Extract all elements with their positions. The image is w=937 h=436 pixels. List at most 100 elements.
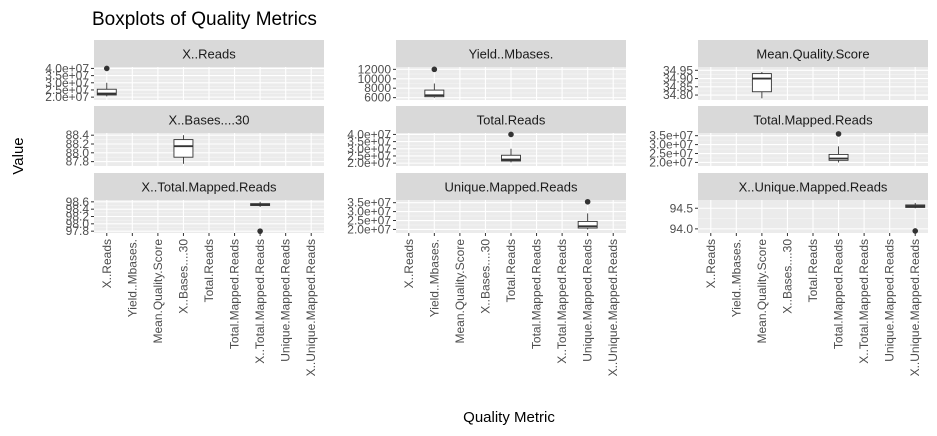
y-tick-label: 87.8 [66, 155, 90, 169]
y-tick-label: 98.0 [66, 217, 90, 231]
x-axis-column-3: X..Reads Yield..Mbases. Mean.Quality.Score… [704, 233, 922, 376]
x-tick-label: Mean.Quality.Score [755, 239, 769, 344]
y-tick-label: 94.0 [670, 222, 694, 236]
y-tick-label: 97.8 [66, 224, 90, 238]
y-tick-label: 88.4 [66, 128, 90, 142]
x-tick-label: Mean.Quality.Score [151, 239, 165, 344]
y-tick-label: 2.5e+07 [347, 149, 391, 163]
x-axes: X..Reads Yield..Mbases. Mean.Quality.Score… [100, 233, 922, 376]
y-tick-label: 94.5 [670, 201, 694, 215]
outlier-point [835, 131, 842, 137]
panel-total-mapped-reads: Total.Mapped.Reads 2.0e+072.5e+073.0e+073… [649, 106, 928, 169]
outlier-point [508, 131, 514, 138]
panel-strip [94, 106, 324, 133]
panel-strip-label: X..Unique.Mapped.Reads [739, 180, 888, 195]
x-tick-label: Mean.Quality.Score [453, 239, 467, 344]
y-tick-label: 98.6 [66, 195, 90, 209]
box-mean-quality-score [751, 71, 772, 99]
panel-strip [698, 40, 928, 67]
x-tick-label: Unique.Mapped.Reads [279, 239, 293, 362]
box-iqr [173, 139, 194, 158]
panel-strip [396, 173, 626, 200]
x-tick-label: X..Reads [100, 239, 114, 288]
x-tick-label: Unique.Mapped.Reads [883, 239, 897, 362]
y-tick-label: 4.0e+07 [347, 127, 391, 141]
panel-x-bases-30: X..Bases....30 87.888.088.288.4 [66, 106, 324, 169]
y-tick-label: 6000 [364, 91, 391, 105]
x-axis-column-2: X..Reads Yield..Mbases. Mean.Quality.Score… [402, 233, 620, 376]
y-axis-title: Value [10, 137, 27, 174]
y-tick-label: 10000 [358, 72, 392, 86]
y-tick-label: 3.0e+07 [347, 142, 391, 156]
x-tick-label: X..Total.Mapped.Reads [253, 239, 267, 364]
y-tick-label: 34.95 [663, 63, 693, 77]
x-tick-label: Total.Mapped.Reads [228, 239, 242, 349]
box-yield-mbases [424, 66, 445, 98]
x-tick-label: Yield..Mbases. [427, 239, 441, 317]
x-tick-label: X..Bases....30 [176, 239, 190, 314]
x-tick-label: Yield..Mbases. [729, 239, 743, 317]
y-tick-label: 88.0 [66, 146, 90, 160]
panel-strip-label: Mean.Quality.Score [756, 47, 869, 62]
outlier-point [257, 228, 263, 234]
y-tick-label: 12000 [358, 62, 392, 76]
outlier-point [584, 198, 591, 205]
box-iqr [424, 89, 445, 98]
x-tick-label: X..Total.Mapped.Reads [857, 239, 871, 364]
panel-strip-label: X..Total.Mapped.Reads [141, 180, 277, 195]
box-x-bases-30 [173, 135, 194, 164]
panel-strip [396, 40, 626, 67]
x-axis-column-1: X..Reads Yield..Mbases. Mean.Quality.Score… [100, 233, 318, 376]
y-tick-label: 98.4 [66, 202, 90, 216]
x-tick-label: Total.Reads [806, 239, 820, 302]
panel-strip [698, 173, 928, 200]
x-tick-label: Total.Reads [202, 239, 216, 302]
y-tick-label: 2.0e+07 [45, 90, 89, 104]
y-tick-label: 34.85 [663, 80, 693, 94]
panel-strip-label: Unique.Mapped.Reads [445, 180, 578, 195]
panel-strip-label: Total.Reads [477, 113, 546, 128]
box-x-total-mapped-reads [250, 201, 271, 234]
panel-strip [94, 40, 324, 67]
x-tick-label: Total.Mapped.Reads [530, 239, 544, 349]
panel-strip-label: X..Bases....30 [169, 113, 250, 128]
y-tick-label: 34.90 [663, 72, 693, 86]
x-tick-label: X..Unique.Mapped.Reads [606, 239, 620, 376]
panel-x-total-mapped-reads: X..Total.Mapped.Reads 97.898.098.298.498.… [66, 173, 324, 238]
box-total-reads [501, 131, 521, 163]
y-tick-label: 34.80 [663, 88, 693, 102]
y-tick-label: 98.2 [66, 210, 90, 224]
y-tick-label: 2.0e+07 [649, 155, 693, 169]
outlier-point [431, 66, 438, 73]
y-tick-label: 3.5e+07 [649, 129, 693, 143]
panel-strip-label: X..Reads [182, 47, 236, 62]
x-tick-label: Unique.Mapped.Reads [581, 239, 595, 362]
x-tick-label: Total.Reads [504, 239, 518, 302]
y-tick-label: 8000 [364, 81, 391, 95]
y-tick-label: 3.0e+07 [649, 138, 693, 152]
y-tick-label: 3.5e+07 [45, 69, 89, 83]
x-tick-label: X..Reads [704, 239, 718, 288]
box-x-unique-mapped-reads [905, 202, 926, 234]
box-iqr [577, 220, 598, 229]
y-tick-label: 3.5e+07 [347, 135, 391, 149]
panel-strip [698, 106, 928, 133]
box-iqr [96, 88, 117, 96]
x-tick-label: Yield..Mbases. [125, 239, 139, 317]
y-tick-label: 2.5e+07 [45, 83, 89, 97]
outlier-point [103, 65, 110, 72]
box-iqr [751, 73, 772, 93]
box-total-mapped-reads [828, 131, 849, 163]
y-tick-label: 2.5e+07 [347, 214, 391, 228]
y-tick-label: 3.0e+07 [347, 205, 391, 219]
x-tick-label: Total.Mapped.Reads [832, 239, 846, 349]
y-tick-label: 88.2 [66, 137, 90, 151]
panel-strip [94, 173, 324, 200]
box-iqr [828, 153, 849, 161]
panel-strip-label: Total.Mapped.Reads [753, 113, 873, 128]
outlier-point [912, 228, 919, 234]
panel-strip [396, 106, 626, 133]
